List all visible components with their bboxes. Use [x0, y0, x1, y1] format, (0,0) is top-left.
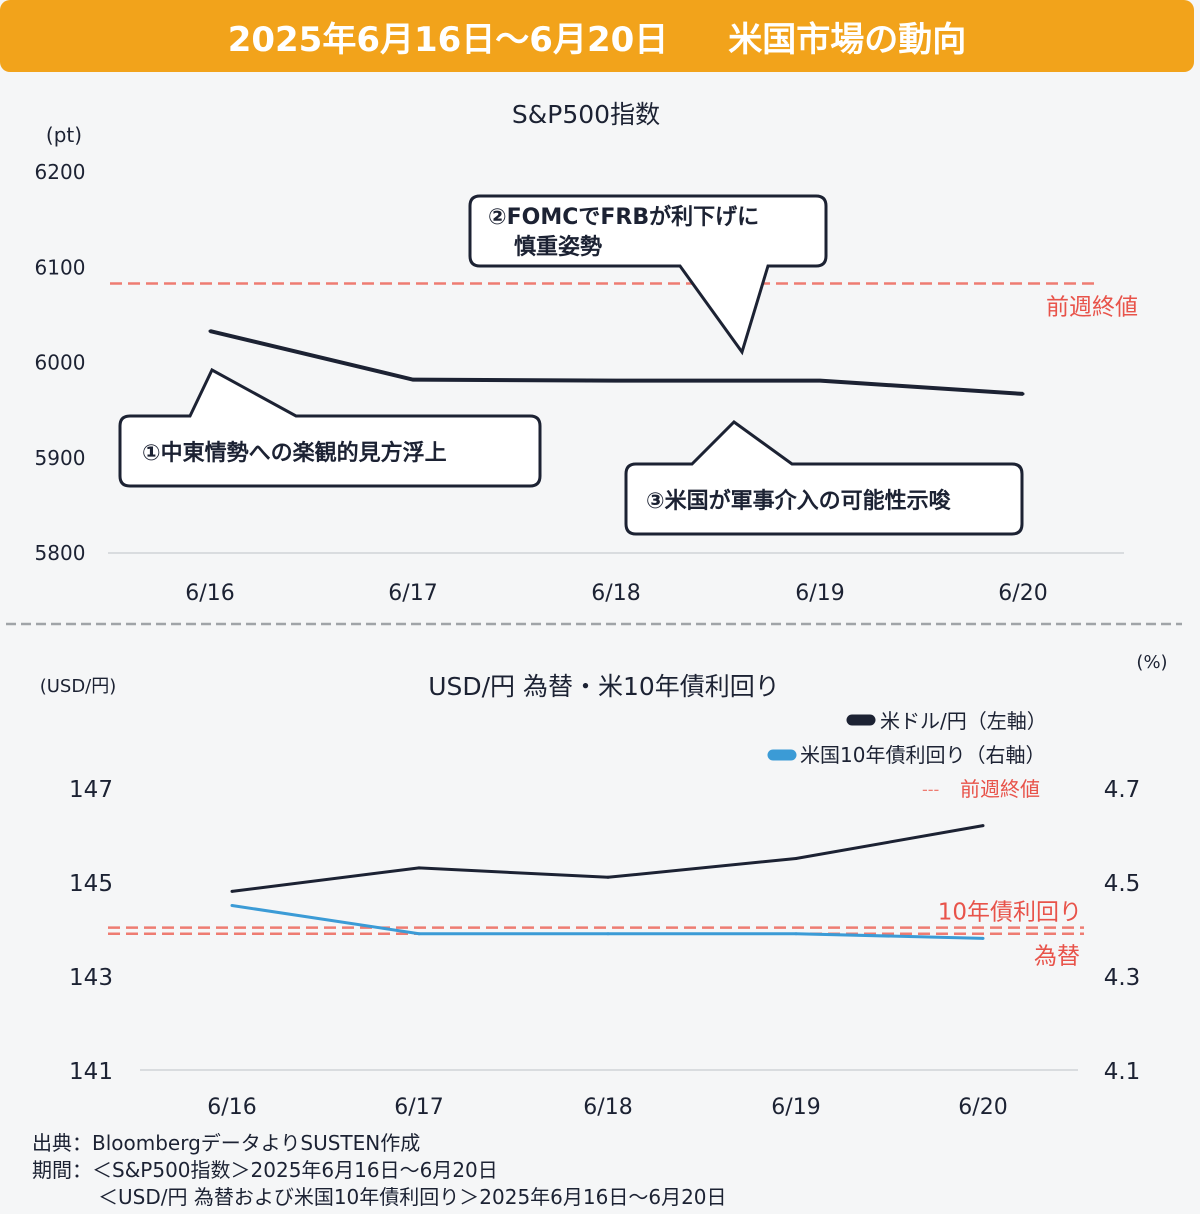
fx-title: USD/円 為替・米10年債利回り	[428, 672, 780, 701]
sp500-unit-label: (pt)	[46, 123, 82, 147]
annotation-2-callout	[468, 194, 828, 356]
legend-yield-label: 米国10年債利回り（右軸）	[800, 743, 1045, 767]
fx-right-unit-label: (%)	[1136, 652, 1167, 673]
yield-prev-close-label: 10年債利回り	[938, 900, 1082, 926]
usd-data-point	[794, 857, 798, 860]
yield-data-point	[981, 936, 985, 940]
yield-data-point	[794, 932, 798, 936]
sp500-xtick-label: 6/20	[998, 581, 1047, 606]
annotation-3-text: ③米国が軍事介入の可能性示唆	[646, 488, 952, 514]
fx-prev-close-label: 為替	[1034, 944, 1080, 970]
fx-right-ytick-label: 4.5	[1104, 871, 1141, 897]
annotation-2-text-line2: 慎重姿勢	[514, 234, 602, 260]
fx-xtick-label: 6/19	[771, 1095, 820, 1120]
sp500-data-point	[818, 379, 822, 383]
fx-right-ytick-label: 4.1	[1104, 1059, 1141, 1085]
usd-data-point	[606, 875, 610, 879]
sp500-xtick-label: 6/18	[591, 581, 640, 606]
annotation-1-callout	[118, 367, 542, 488]
footer-period-1: 期間：＜S&P500指数＞2025年6月16日〜6月20日	[32, 1158, 498, 1182]
fx-xtick-label: 6/17	[394, 1095, 443, 1120]
footer-source: 出典：BloombergデータよりSUSTEN作成	[32, 1131, 421, 1155]
fx-left-ytick-label: 145	[69, 871, 113, 897]
fx-left-unit-label: (USD/円)	[40, 676, 117, 697]
footer-period-2: ＜USD/円 為替および米国10年債利回り＞2025年6月16日〜6月20日	[98, 1185, 727, 1209]
header-date-range: 2025年6月16日〜6月20日	[227, 19, 669, 60]
usd-data-point	[417, 866, 421, 870]
fx-xtick-label: 6/20	[958, 1095, 1007, 1120]
sp500-series-line	[209, 329, 1024, 396]
usd-data-point	[230, 889, 234, 893]
sp500-data-point	[1021, 392, 1025, 396]
usd-data-point	[981, 824, 985, 828]
fx-xtick-label: 6/16	[207, 1095, 256, 1120]
yield-data-point	[606, 932, 610, 936]
footer-notes: 出典：BloombergデータよりSUSTEN作成 期間：＜S&P500指数＞2…	[32, 1130, 727, 1211]
sp500-ytick-label: 5800	[35, 541, 86, 565]
sp500-title: S&P500指数	[512, 100, 660, 129]
fx-left-ytick-label: 147	[69, 777, 113, 803]
annotation-3-callout	[624, 420, 1024, 536]
sp500-xtick-label: 6/16	[185, 581, 234, 606]
yield-data-point	[417, 932, 421, 936]
fx-xtick-label: 6/18	[583, 1095, 632, 1120]
fx-right-ytick-label: 4.3	[1104, 965, 1141, 991]
header-banner: 2025年6月16日〜6月20日 米国市場の動向	[0, 0, 1194, 72]
legend-prev-label: 前週終値	[960, 777, 1040, 801]
sp500-ytick-label: 5900	[35, 446, 86, 470]
sp500-xtick-label: 6/17	[388, 581, 437, 606]
annotation-1-text: ①中東情勢への楽観的見方浮上	[142, 440, 447, 466]
usd-series-line	[231, 824, 984, 893]
sp500-data-point	[614, 379, 618, 383]
sp500-data-point	[411, 378, 415, 382]
annotation-2-text-line1: ②FOMCでFRBが利下げに	[488, 204, 759, 230]
sp500-ytick-label: 6100	[35, 255, 86, 279]
sp500-ytick-label: 6200	[35, 160, 86, 184]
yield-data-point	[230, 904, 234, 907]
sp500-data-point	[208, 329, 212, 333]
fx-right-ytick-label: 4.7	[1104, 777, 1141, 803]
sp500-ytick-label: 6000	[35, 351, 86, 375]
header-subject: 米国市場の動向	[728, 19, 967, 60]
legend-prev-marker: ---	[922, 780, 939, 799]
sp500-xtick-label: 6/19	[795, 581, 844, 606]
fx-left-ytick-label: 143	[69, 965, 113, 991]
fx-left-ytick-label: 141	[69, 1059, 113, 1085]
sp500-prev-close-label: 前週終値	[1046, 294, 1138, 320]
legend-usd-label: 米ドル/円（左軸）	[880, 709, 1047, 733]
